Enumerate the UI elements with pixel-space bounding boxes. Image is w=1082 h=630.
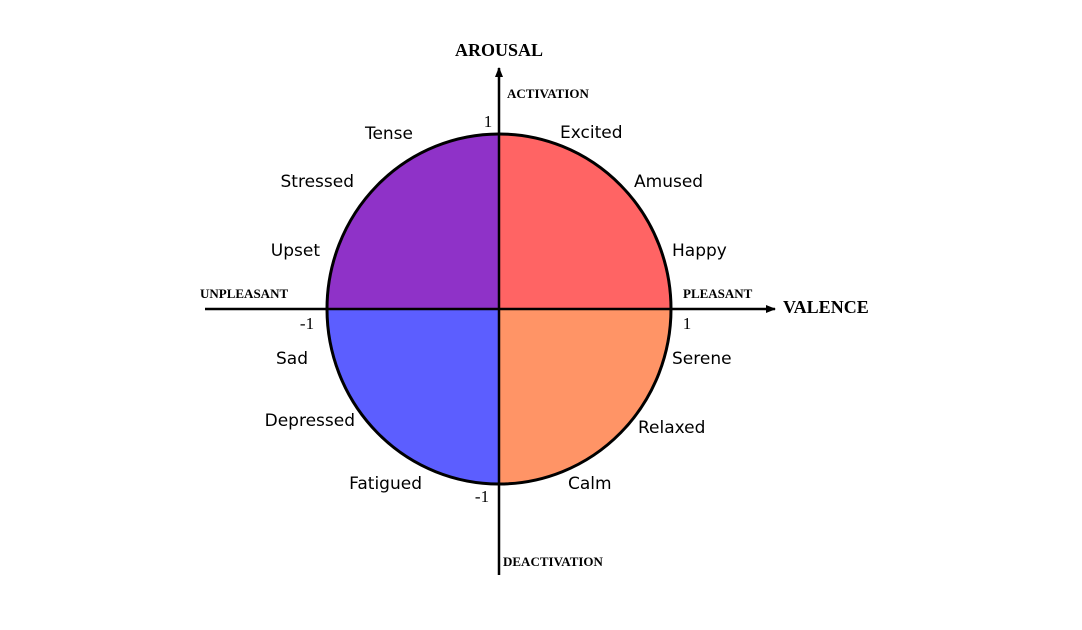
arousal-max-tick: 1 [484, 112, 493, 131]
unpleasant-label: UNPLEASANT [200, 286, 288, 301]
deactivation-label: DEACTIVATION [503, 554, 604, 569]
emotion-happy: Happy [672, 241, 727, 261]
emotion-stressed: Stressed [281, 172, 355, 192]
valence-max-tick: 1 [683, 314, 692, 333]
pleasant-label: PLEASANT [683, 286, 753, 301]
activation-label: ACTIVATION [507, 86, 589, 101]
quadrant-low-arousal-pleasant [499, 309, 671, 484]
emotion-excited: Excited [560, 123, 623, 143]
emotion-tense: Tense [364, 124, 413, 144]
emotion-depressed: Depressed [265, 411, 355, 431]
quadrant-high-arousal-pleasant [499, 134, 671, 309]
arousal-axis-title: AROUSAL [455, 40, 543, 60]
valence-min-tick: -1 [300, 314, 314, 333]
emotion-fatigued: Fatigued [349, 474, 422, 494]
quadrant-low-arousal-unpleasant [327, 309, 499, 484]
emotion-sad: Sad [276, 349, 308, 369]
emotion-upset: Upset [271, 241, 321, 261]
emotion-calm: Calm [568, 474, 612, 494]
quadrant-high-arousal-unpleasant [327, 134, 499, 309]
arousal-min-tick: -1 [475, 487, 489, 506]
emotion-relaxed: Relaxed [638, 418, 705, 438]
emotion-amused: Amused [634, 172, 703, 192]
emotion-serene: Serene [672, 349, 732, 369]
valence-axis-title: VALENCE [783, 297, 869, 317]
